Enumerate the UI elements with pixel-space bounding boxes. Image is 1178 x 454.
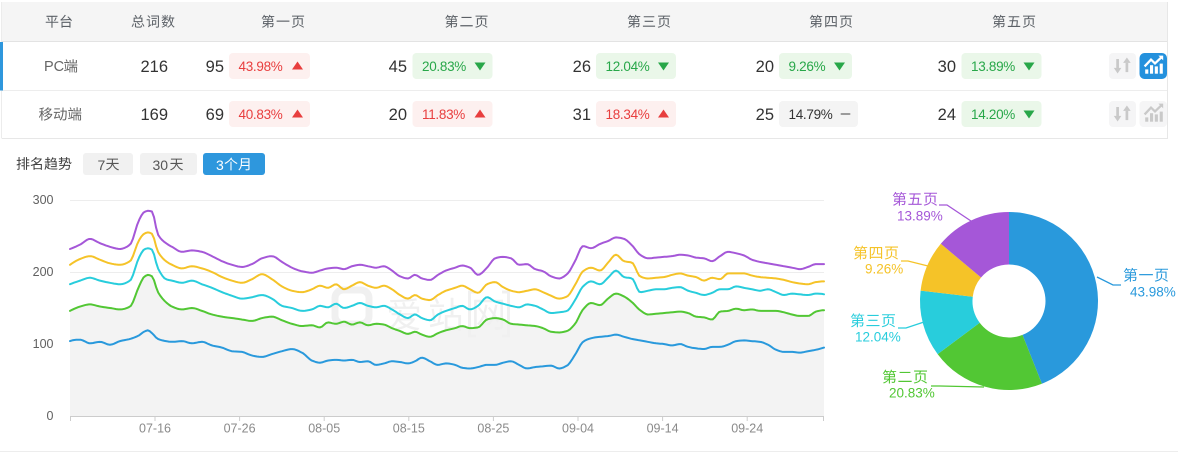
svg-text:09-24: 09-24 (731, 422, 763, 436)
svg-text:95: 95 (206, 58, 224, 76)
svg-text:43.98%: 43.98% (239, 59, 283, 74)
svg-text:20: 20 (756, 58, 774, 76)
svg-text:20.83%: 20.83% (889, 386, 935, 401)
svg-text:08-15: 08-15 (393, 422, 425, 436)
svg-text:20: 20 (389, 106, 407, 124)
svg-text:14.20%: 14.20% (971, 107, 1015, 122)
svg-text:300: 300 (33, 193, 54, 207)
svg-text:200: 200 (33, 265, 54, 279)
svg-text:08-05: 08-05 (308, 422, 340, 436)
svg-text:43.98%: 43.98% (1130, 285, 1176, 300)
svg-text:08-25: 08-25 (477, 422, 509, 436)
svg-text:100: 100 (33, 337, 54, 351)
svg-text:31: 31 (573, 106, 591, 124)
svg-text:9.26%: 9.26% (789, 59, 826, 74)
svg-text:25: 25 (756, 106, 774, 124)
svg-text:13.89%: 13.89% (971, 59, 1015, 74)
svg-text:26: 26 (573, 58, 591, 76)
svg-text:69: 69 (206, 106, 224, 124)
svg-text:0: 0 (47, 409, 54, 423)
svg-text:11.83%: 11.83% (422, 107, 465, 122)
svg-text:30: 30 (153, 157, 169, 173)
svg-text:20.83%: 20.83% (422, 59, 466, 74)
svg-text:24: 24 (938, 106, 956, 124)
svg-text:40.83%: 40.83% (239, 107, 283, 122)
svg-text:09-04: 09-04 (562, 422, 594, 436)
svg-text:7: 7 (98, 157, 106, 173)
svg-text:18.34%: 18.34% (606, 107, 650, 122)
svg-text:9.26%: 9.26% (865, 262, 903, 277)
svg-text:14.79%: 14.79% (789, 107, 833, 122)
svg-text:12.04%: 12.04% (606, 59, 650, 74)
svg-text:30: 30 (938, 58, 956, 76)
svg-text:3: 3 (216, 157, 224, 173)
svg-text:13.89%: 13.89% (897, 209, 943, 224)
svg-text:PC: PC (44, 59, 64, 75)
svg-text:07-16: 07-16 (139, 422, 171, 436)
svg-text:169: 169 (140, 106, 168, 124)
svg-text:216: 216 (140, 58, 168, 76)
svg-text:45: 45 (389, 58, 407, 76)
svg-text:07-26: 07-26 (224, 422, 256, 436)
svg-text:12.04%: 12.04% (855, 330, 901, 345)
svg-text:09-14: 09-14 (647, 422, 679, 436)
